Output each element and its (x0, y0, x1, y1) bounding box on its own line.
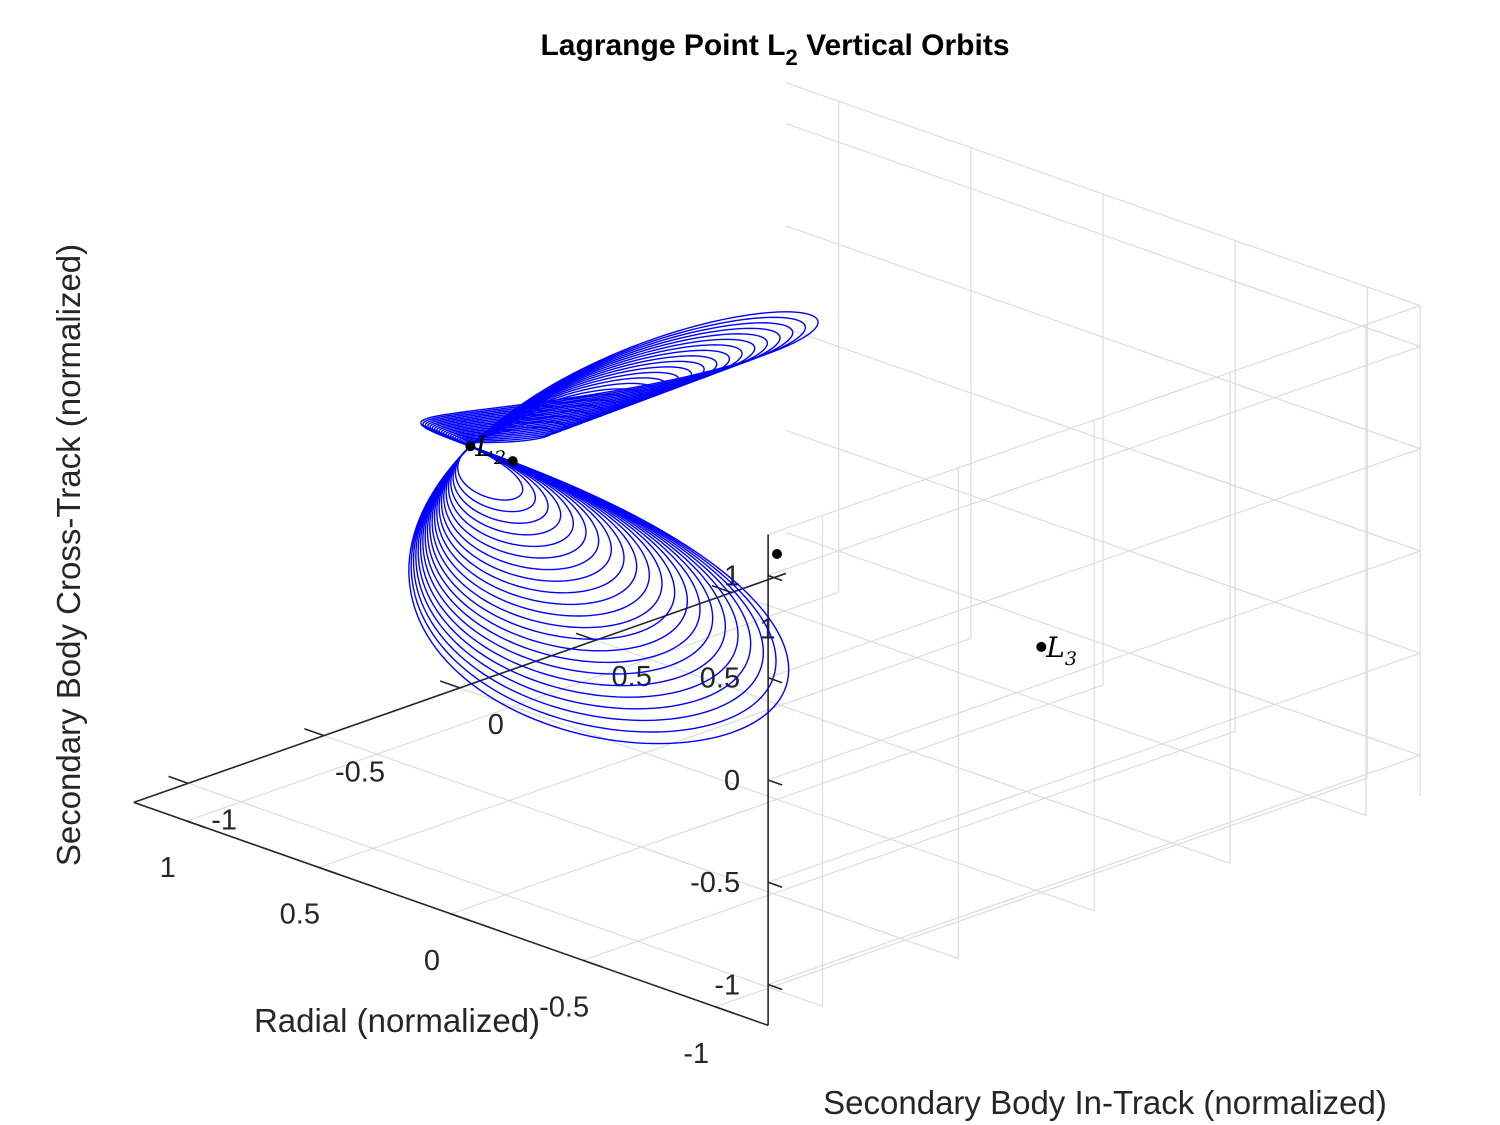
orbit-curve (426, 355, 718, 652)
point-L3 (1036, 641, 1047, 652)
y-tick (168, 775, 189, 785)
x-tick (186, 820, 206, 829)
grid-line (459, 687, 1095, 912)
grid-line (785, 122, 1421, 348)
x-tick-label: 1 (160, 852, 176, 884)
y-tick (304, 727, 325, 737)
z-tick-label: 1 (724, 560, 740, 592)
y-tick (439, 680, 461, 689)
x-tick (450, 913, 471, 922)
chart-title: Lagrange Point L2 Vertical Orbits (540, 29, 1009, 70)
x-tick-label: -1 (683, 1038, 709, 1070)
point-L2 (465, 441, 476, 452)
z-tick (767, 574, 783, 582)
grid-line (731, 591, 1367, 817)
y-axis-label: Secondary Body In-Track (normalized) (823, 1084, 1387, 1121)
x-tick (714, 1006, 735, 1015)
x-axis-label: Radial (normalized) (254, 1002, 540, 1039)
grid-line (186, 591, 839, 822)
grid-lines (186, 82, 1421, 1008)
lagrange-points: L3 L2 (465, 430, 1077, 670)
point-primary (772, 549, 782, 559)
y-tick-label: -0.5 (335, 757, 385, 789)
orbit-curve (419, 338, 756, 687)
z-tick (767, 779, 783, 786)
point-secondary (507, 456, 518, 467)
x-tick-label: -0.5 (539, 991, 589, 1023)
y-tick-label: -1 (211, 804, 237, 836)
y-tick-label: 0.5 (612, 661, 652, 693)
grid-line (785, 327, 1421, 552)
chart-title-suffix: Vertical Orbits (798, 29, 1010, 62)
grid-line (785, 82, 1421, 307)
point-label-L2: L2 (474, 430, 506, 469)
z-tick (767, 676, 783, 684)
grid-line (767, 448, 1421, 679)
z-axis-label: Secondary Body Cross-Track (normalized) (50, 244, 87, 866)
z-tick-label: -0.5 (690, 867, 740, 899)
chart-title-subscript: 2 (786, 45, 798, 70)
z-tick-label: 0.5 (700, 663, 740, 695)
z-tick (767, 881, 783, 888)
y-tick-label: 0 (488, 709, 504, 741)
point-label-L3: L3 (1045, 631, 1077, 670)
grid-line (767, 305, 1421, 536)
grid-line (767, 550, 1421, 781)
grid-line (785, 225, 1421, 450)
x-tick-label: 0.5 (280, 898, 320, 930)
z-tick-label: -1 (714, 969, 740, 1001)
grid-line (318, 637, 972, 868)
axes (133, 534, 787, 1027)
grid-line (767, 345, 1421, 577)
x-tick-label: 0 (424, 945, 440, 977)
grid-line (595, 639, 1231, 864)
x-tick (318, 866, 339, 875)
z-tick (767, 983, 783, 991)
z-tick-label: 0 (724, 765, 740, 797)
y-axis-line (133, 572, 787, 804)
x-tick (582, 959, 603, 968)
orbit-curve (415, 327, 781, 710)
